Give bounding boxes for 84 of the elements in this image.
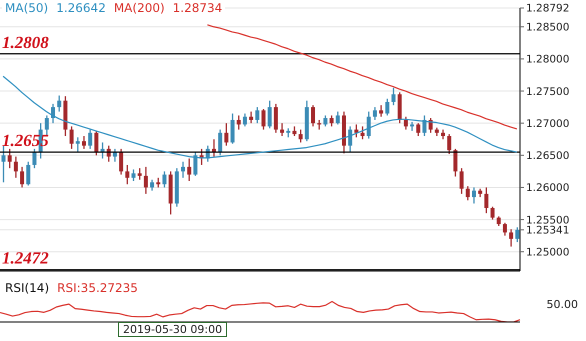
candlestick bbox=[292, 126, 296, 137]
text: 50.00 bbox=[546, 298, 578, 311]
candlestick bbox=[311, 104, 316, 128]
candlestick bbox=[460, 168, 464, 195]
candlestick bbox=[119, 148, 124, 176]
candlestick bbox=[323, 114, 328, 128]
candlestick bbox=[472, 186, 476, 204]
candlestick bbox=[416, 122, 420, 137]
candlestick bbox=[94, 130, 98, 156]
candlestick bbox=[2, 145, 6, 183]
candlestick bbox=[230, 112, 235, 144]
text: MA(200) bbox=[114, 1, 165, 15]
candlestick bbox=[76, 136, 80, 153]
candlestick bbox=[162, 170, 166, 188]
candlestick bbox=[193, 151, 198, 177]
candlestick bbox=[348, 126, 352, 153]
candlestick bbox=[392, 87, 396, 106]
y-tick-label: 1.26000 bbox=[526, 182, 570, 194]
candlestick bbox=[218, 128, 222, 156]
y-tick-label: 1.27000 bbox=[526, 118, 570, 130]
candlestick bbox=[502, 222, 507, 236]
text: MA(50) bbox=[5, 1, 48, 15]
candlestick bbox=[372, 106, 377, 121]
candlestick bbox=[515, 226, 520, 243]
candlestick bbox=[496, 216, 501, 227]
y-tick-label: 1.28000 bbox=[526, 54, 570, 66]
candlestick bbox=[14, 156, 18, 178]
candlestick bbox=[404, 116, 408, 130]
candlestick bbox=[490, 206, 495, 220]
candlestick bbox=[8, 148, 12, 169]
candlestick bbox=[354, 124, 358, 138]
candlestick bbox=[242, 112, 247, 128]
y-tick-label: 1.25500 bbox=[526, 214, 570, 226]
candlestick bbox=[88, 128, 92, 150]
y-tick-label: 1.25341 bbox=[526, 224, 570, 237]
line-series bbox=[206, 24, 518, 130]
candlestick bbox=[360, 126, 365, 140]
candlestick bbox=[132, 168, 136, 182]
candlestick bbox=[187, 158, 192, 182]
candlestick bbox=[32, 148, 36, 169]
candlestick bbox=[298, 128, 303, 144]
candlestick bbox=[422, 114, 426, 137]
candlestick bbox=[385, 98, 390, 116]
candlestick bbox=[447, 133, 452, 155]
candlestick bbox=[379, 104, 384, 118]
y-tick-label: 1.26500 bbox=[526, 150, 570, 162]
ref-line-label: 1.2472 bbox=[2, 248, 50, 268]
candlestick bbox=[70, 126, 74, 150]
candlestick bbox=[150, 179, 154, 192]
candlestick bbox=[366, 110, 371, 140]
y-tick-label: 1.28792 bbox=[526, 2, 570, 15]
candlestick bbox=[330, 114, 334, 128]
ref-line-label: 1.2808 bbox=[2, 32, 50, 52]
y-tick-label: 1.27500 bbox=[526, 86, 570, 98]
candlestick bbox=[453, 148, 458, 178]
candlestick bbox=[224, 122, 228, 146]
text: 2019-05-30 09:00 bbox=[118, 322, 228, 337]
annotation: 1.26642 bbox=[56, 1, 106, 15]
candlestick bbox=[138, 168, 142, 180]
chart-title: RSI(14) bbox=[5, 281, 50, 295]
candlestick bbox=[255, 106, 260, 124]
candlestick bbox=[181, 161, 186, 178]
candlestick bbox=[125, 164, 130, 185]
candlestick bbox=[268, 100, 272, 129]
candlestick bbox=[262, 108, 266, 130]
annotation: 1.28734 bbox=[172, 1, 222, 15]
candlestick bbox=[249, 110, 254, 124]
candlestick bbox=[57, 94, 62, 112]
text: RSI:35.27235 bbox=[57, 281, 138, 295]
candlestick bbox=[280, 122, 284, 137]
candlestick bbox=[484, 186, 488, 214]
y-tick-label: 1.28500 bbox=[526, 21, 570, 34]
y-tick-label: 1.25000 bbox=[526, 246, 570, 258]
candlestick bbox=[144, 166, 148, 195]
candlestick bbox=[441, 128, 446, 140]
candlestick bbox=[466, 186, 470, 201]
candlestick bbox=[20, 166, 24, 188]
candlestick bbox=[82, 135, 86, 150]
candlestick bbox=[236, 114, 241, 130]
candlestick bbox=[26, 161, 30, 186]
candlestick bbox=[509, 228, 514, 248]
candlestick bbox=[317, 119, 322, 130]
candlestick bbox=[336, 110, 340, 126]
candlestick bbox=[274, 103, 278, 134]
